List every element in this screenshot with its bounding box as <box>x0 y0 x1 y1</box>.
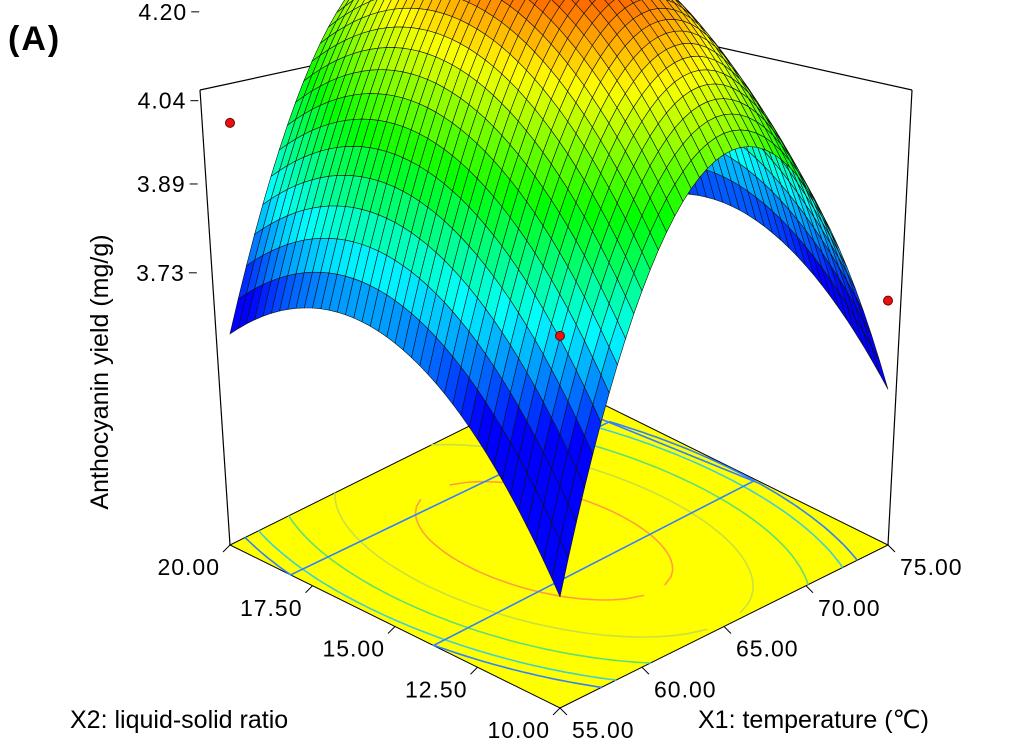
x1-tick-label: 70.00 <box>818 595 881 621</box>
x1-tick-label: 55.00 <box>572 717 635 743</box>
z-tick-label: 4.04 <box>138 88 187 114</box>
z-tick-label: 3.89 <box>137 171 186 197</box>
x2-tick-label: 20.00 <box>157 554 220 580</box>
z-tick-label: 4.20 <box>138 0 187 25</box>
x1-tick-label: 65.00 <box>736 636 799 662</box>
design-point <box>884 296 893 305</box>
z-axis-label: Anthocyanin yield (mg/g) <box>86 234 114 509</box>
x1-tick-label: 75.00 <box>900 554 963 580</box>
x1-axis-label: X1: temperature (℃) <box>698 706 929 734</box>
x2-tick-label: 12.50 <box>405 676 468 702</box>
z-tick-label: 3.73 <box>136 260 185 286</box>
design-point <box>556 331 565 340</box>
design-point <box>226 118 235 127</box>
x2-axis-label: X2: liquid-solid ratio <box>70 706 288 734</box>
x2-tick-label: 17.50 <box>240 595 303 621</box>
x1-tick-label: 60.00 <box>654 676 717 702</box>
x2-tick-label: 10.00 <box>487 717 550 743</box>
x2-tick-label: 15.00 <box>322 636 385 662</box>
panel-label: (A) <box>8 20 61 58</box>
